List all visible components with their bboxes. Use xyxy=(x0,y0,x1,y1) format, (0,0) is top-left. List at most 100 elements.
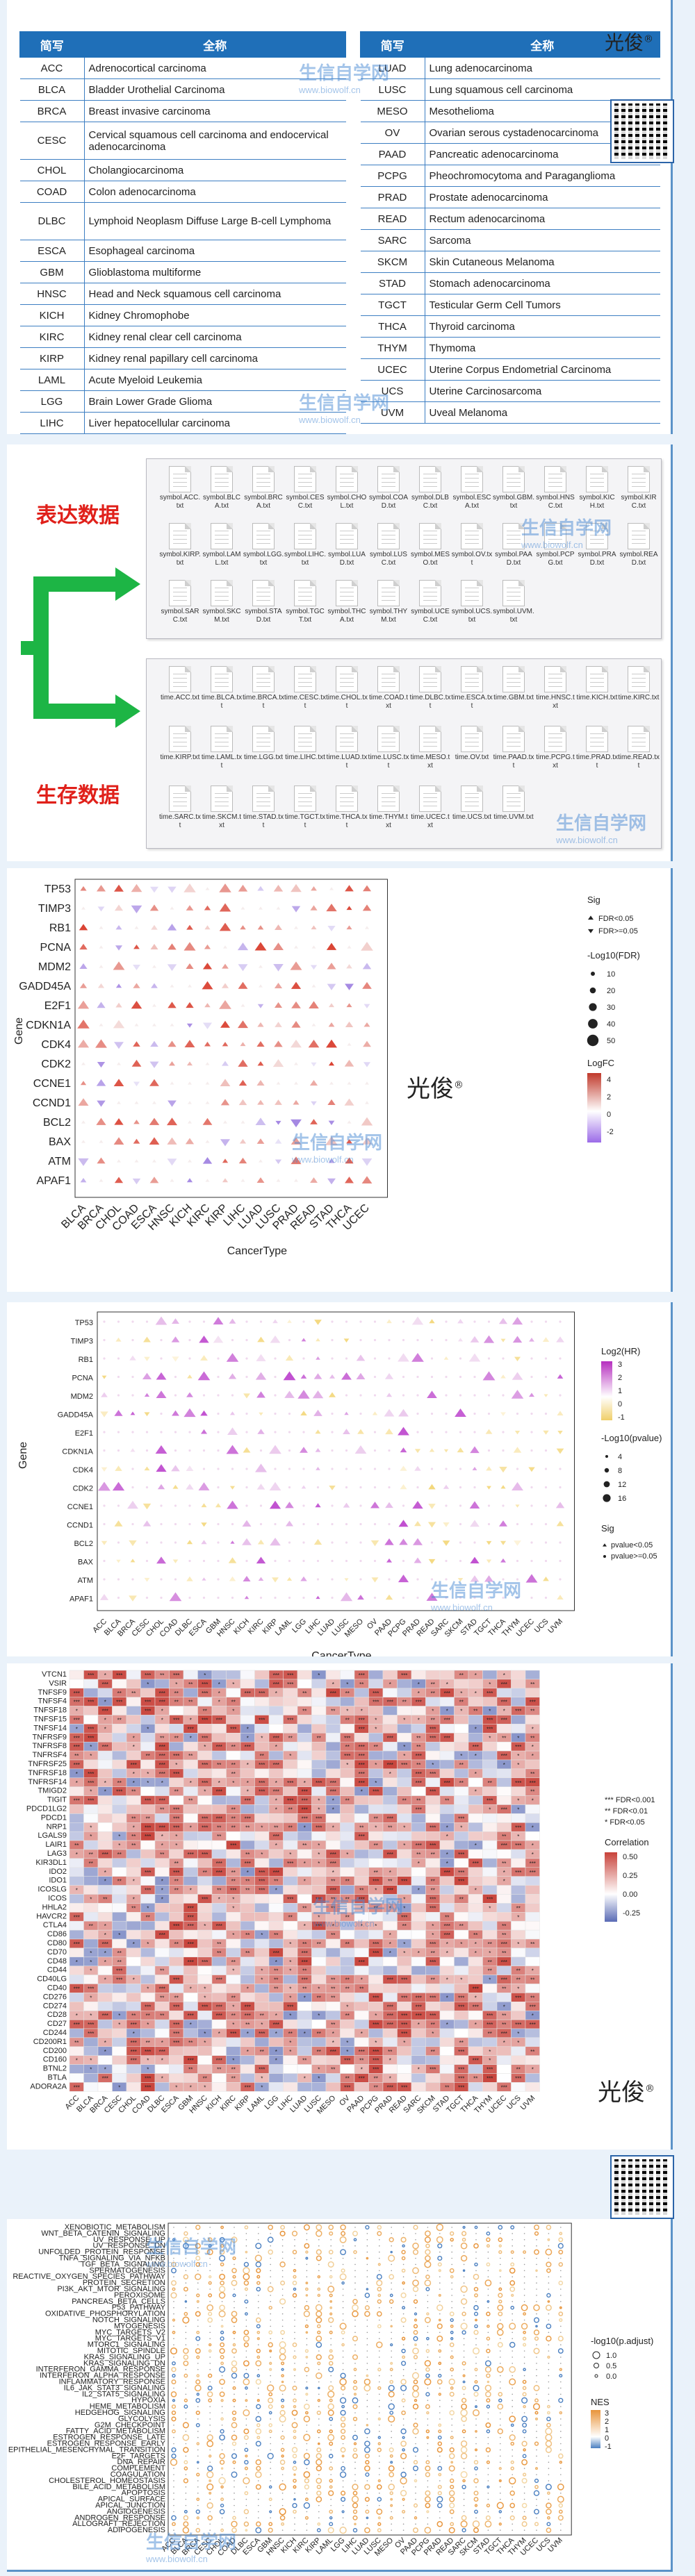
significance-mark: *** xyxy=(245,2084,251,2091)
file-item[interactable]: symbol.KICH.txt xyxy=(576,466,618,510)
data-point xyxy=(366,2263,368,2266)
data-point xyxy=(245,2325,247,2327)
data-point xyxy=(363,1022,370,1027)
data-point xyxy=(559,1486,562,1489)
data-point xyxy=(379,2455,380,2457)
file-item[interactable]: symbol.PRAD.txt xyxy=(576,523,618,567)
file-item[interactable]: time.THYM.txt xyxy=(368,786,409,830)
data-point xyxy=(305,2282,309,2284)
significance-mark: * xyxy=(389,1932,391,1938)
heatmap-cell xyxy=(69,2046,84,2056)
file-item[interactable]: symbol.SARC.txt xyxy=(159,580,201,624)
file-item[interactable]: time.MESO.txt xyxy=(409,726,451,770)
file-item[interactable]: symbol.UVM.txt xyxy=(493,580,534,624)
file-item[interactable]: time.KIRC.txt xyxy=(618,666,660,702)
data-point xyxy=(475,2282,477,2284)
file-item[interactable]: time.KIRP.txt xyxy=(159,726,201,762)
file-item[interactable]: symbol.LAML.txt xyxy=(201,523,243,567)
data-point xyxy=(475,2239,477,2241)
file-item[interactable]: time.SKCM.txt xyxy=(201,786,243,830)
file-item[interactable]: symbol.ESCA.txt xyxy=(451,466,493,510)
file-item[interactable]: symbol.KIRP.txt xyxy=(159,523,201,567)
data-point xyxy=(329,1374,336,1379)
significance-mark: ** xyxy=(131,1843,136,1849)
data-point xyxy=(512,2276,513,2277)
file-item[interactable]: time.GBM.txt xyxy=(493,666,534,702)
file-item[interactable]: time.DLBC.txt xyxy=(409,666,451,711)
file-item[interactable]: symbol.ACC.txt xyxy=(159,466,201,510)
file-item[interactable]: time.CESC.txt xyxy=(284,666,326,711)
file-item[interactable]: time.BLCA.txt xyxy=(201,666,243,711)
file-item[interactable]: symbol.STAD.txt xyxy=(243,580,284,624)
data-point xyxy=(402,2227,404,2228)
data-point xyxy=(220,2361,224,2366)
file-item[interactable]: time.PCPG.txt xyxy=(534,726,576,770)
file-item[interactable]: time.LUSC.txt xyxy=(368,726,409,770)
heatmap-cell xyxy=(211,1804,227,1814)
file-item[interactable]: time.UVM.txt xyxy=(493,786,534,822)
file-item[interactable]: symbol.BLCA.txt xyxy=(201,466,243,510)
file-item[interactable]: symbol.UCEC.txt xyxy=(409,580,451,624)
file-item[interactable]: symbol.KIRC.txt xyxy=(618,466,660,510)
file-item[interactable]: symbol.READ.txt xyxy=(618,523,660,567)
file-item[interactable]: symbol.LUSC.txt xyxy=(368,523,409,567)
file-item[interactable]: symbol.HNSC.txt xyxy=(534,466,576,510)
file-item[interactable]: time.LIHC.txt xyxy=(284,726,326,762)
file-item[interactable]: time.UCEC.txt xyxy=(409,786,451,830)
data-point xyxy=(231,1394,234,1397)
file-item[interactable]: time.BRCA.txt xyxy=(243,666,284,711)
heatmap-cell xyxy=(397,1804,412,1814)
file-item[interactable]: symbol.TGCT.txt xyxy=(284,580,326,624)
file-item[interactable]: symbol.MESO.txt xyxy=(409,523,451,567)
file-item[interactable]: time.LGG.txt xyxy=(243,726,284,762)
file-item[interactable]: time.SARC.txt xyxy=(159,786,201,830)
file-item[interactable]: time.PAAD.txt xyxy=(493,726,534,770)
file-item[interactable]: time.COAD.txt xyxy=(368,666,409,711)
file-item[interactable]: symbol.PCPG.txt xyxy=(534,523,576,567)
file-item[interactable]: symbol.LGG.txt xyxy=(243,523,284,567)
file-item[interactable]: time.STAD.txt xyxy=(243,786,284,830)
file-item[interactable]: symbol.OV.txt xyxy=(451,523,493,567)
heatmap-cell xyxy=(183,1840,198,1850)
file-item[interactable]: symbol.PAAD.txt xyxy=(493,523,534,567)
file-item[interactable]: symbol.SKCM.txt xyxy=(201,580,243,624)
data-point xyxy=(316,1467,320,1470)
file-item[interactable]: time.LUAD.txt xyxy=(326,726,368,770)
file-item[interactable]: time.HNSC.txt xyxy=(534,666,576,711)
file-item[interactable]: symbol.BRCA.txt xyxy=(243,466,284,510)
file-item[interactable]: time.ESCA.txt xyxy=(451,666,493,711)
file-item[interactable]: time.CHOL.txt xyxy=(326,666,368,711)
data-point xyxy=(186,1178,193,1183)
data-point xyxy=(220,2354,224,2359)
file-item[interactable]: symbol.CHOL.txt xyxy=(326,466,368,510)
file-item[interactable]: symbol.LUAD.txt xyxy=(326,523,368,567)
file-item[interactable]: symbol.CESC.txt xyxy=(284,466,326,510)
file-item[interactable]: time.READ.txt xyxy=(618,726,660,770)
file-item[interactable]: time.ACC.txt xyxy=(159,666,201,702)
text-file-icon xyxy=(169,580,191,606)
significance-mark: ** xyxy=(530,1995,534,2001)
file-item[interactable]: time.KICH.txt xyxy=(576,666,618,702)
file-item[interactable]: symbol.GBM.txt xyxy=(493,466,534,510)
file-item[interactable]: time.OV.txt xyxy=(451,726,493,762)
heatmap-cell xyxy=(482,1993,498,2002)
heatmap-cell xyxy=(496,1795,512,1805)
file-item[interactable]: symbol.DLBC.txt xyxy=(409,466,451,510)
file-item[interactable]: time.THCA.txt xyxy=(326,786,368,830)
file-item[interactable]: symbol.THCA.txt xyxy=(326,580,368,624)
heatmap-cell xyxy=(439,2002,455,2011)
file-item[interactable]: time.LAML.txt xyxy=(201,726,243,770)
file-item[interactable]: time.PRAD.txt xyxy=(576,726,618,770)
file-item[interactable]: symbol.UCS.txt xyxy=(451,580,493,624)
heatmap-cell xyxy=(69,1822,84,1832)
data-point xyxy=(345,983,354,990)
file-item[interactable]: symbol.LIHC.txt xyxy=(284,523,326,567)
heatmap-cell xyxy=(382,1956,398,1966)
data-point xyxy=(217,1431,220,1434)
file-item[interactable]: time.TGCT.txt xyxy=(284,786,326,830)
significance-mark: *** xyxy=(74,1735,80,1741)
data-point xyxy=(548,2257,550,2259)
file-item[interactable]: symbol.COAD.txt xyxy=(368,466,409,510)
file-item[interactable]: time.UCS.txt xyxy=(451,786,493,822)
file-item[interactable]: symbol.THYM.txt xyxy=(368,580,409,624)
